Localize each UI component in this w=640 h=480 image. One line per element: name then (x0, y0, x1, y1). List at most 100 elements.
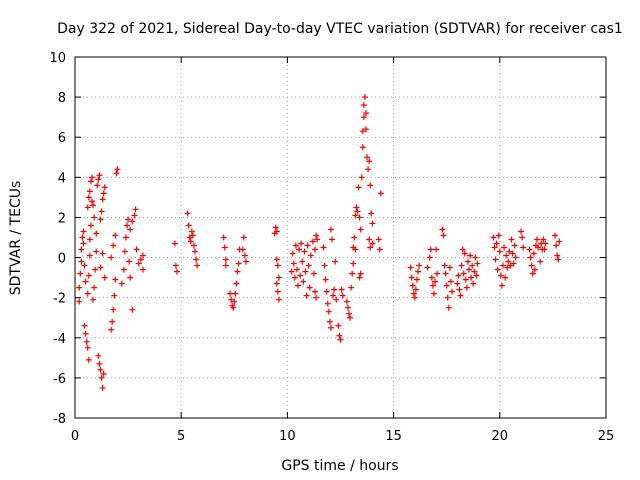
data-point (314, 236, 321, 243)
data-point (504, 264, 511, 271)
data-point (84, 344, 91, 351)
data-point (94, 182, 101, 189)
data-point (350, 260, 357, 267)
data-point (360, 102, 367, 109)
data-point (230, 304, 237, 311)
data-point (496, 248, 503, 255)
y-tick-label: -6 (53, 372, 66, 387)
data-point (190, 242, 197, 249)
data-point (537, 258, 544, 265)
data-point (313, 294, 320, 301)
data-point (96, 360, 103, 367)
data-point (110, 306, 117, 313)
data-point (325, 308, 332, 315)
data-point (461, 250, 468, 257)
data-point (344, 304, 351, 311)
x-tick-label: 0 (71, 429, 79, 444)
data-point (338, 286, 345, 293)
data-point (172, 262, 179, 269)
data-point (411, 294, 418, 301)
data-point (127, 274, 134, 281)
data-point (449, 288, 456, 295)
data-point (297, 272, 304, 279)
data-point (114, 166, 121, 173)
data-point (359, 144, 366, 151)
data-point (87, 178, 94, 185)
data-point (85, 272, 92, 279)
data-point (415, 268, 422, 275)
data-point (339, 292, 346, 299)
data-point (462, 276, 469, 283)
data-point (444, 294, 451, 301)
data-point (122, 234, 129, 241)
data-point (442, 270, 449, 277)
data-point (86, 236, 93, 243)
data-point (326, 318, 333, 325)
y-tick-label: -2 (53, 292, 66, 307)
data-point (443, 282, 450, 289)
data-point (343, 298, 350, 305)
data-point (185, 222, 192, 229)
data-point (242, 258, 249, 265)
data-point (490, 234, 497, 241)
data-point (101, 274, 108, 281)
data-point (88, 174, 95, 181)
data-point (99, 384, 106, 391)
data-point (354, 208, 361, 215)
data-point (541, 246, 548, 253)
x-tick-labels: 0 5 10 15 20 25 (71, 429, 614, 444)
data-point (412, 286, 419, 293)
data-point (424, 264, 431, 271)
data-point (498, 282, 505, 289)
data-point (78, 246, 85, 253)
data-point (357, 270, 364, 277)
data-points (76, 94, 563, 391)
data-point (110, 242, 117, 249)
data-point (86, 188, 93, 195)
y-tick-label: 6 (58, 131, 66, 146)
data-point (112, 276, 119, 283)
data-point (232, 290, 239, 297)
data-point (345, 310, 352, 317)
data-point (518, 228, 525, 235)
data-point (220, 234, 227, 241)
data-point (241, 252, 248, 259)
x-tick-label: 25 (598, 429, 615, 444)
data-point (467, 252, 474, 259)
data-point (321, 262, 328, 269)
data-point (108, 254, 115, 261)
data-point (369, 220, 376, 227)
data-point (332, 258, 339, 265)
data-point (491, 244, 498, 251)
y-tick-label: -4 (53, 332, 66, 347)
data-point (100, 370, 107, 377)
data-point (359, 128, 366, 135)
data-point (272, 224, 279, 231)
data-point (309, 238, 316, 245)
data-point (299, 258, 306, 265)
data-point (91, 214, 98, 221)
data-point (275, 274, 282, 281)
data-point (323, 288, 330, 295)
data-point (273, 280, 280, 287)
data-point (427, 246, 434, 253)
data-point (556, 238, 563, 245)
data-point (366, 158, 373, 165)
data-point (81, 322, 88, 329)
data-point (171, 240, 178, 247)
data-point (360, 114, 367, 121)
data-point (96, 172, 103, 179)
data-point (118, 280, 125, 287)
data-point (320, 244, 327, 251)
data-point (458, 262, 465, 269)
data-point (98, 208, 105, 215)
data-point (192, 248, 199, 255)
data-point (79, 234, 86, 241)
data-point (503, 252, 510, 259)
data-point (194, 262, 201, 269)
data-point (554, 252, 561, 259)
data-point (460, 270, 467, 277)
data-point (81, 262, 88, 269)
data-point (82, 330, 89, 337)
